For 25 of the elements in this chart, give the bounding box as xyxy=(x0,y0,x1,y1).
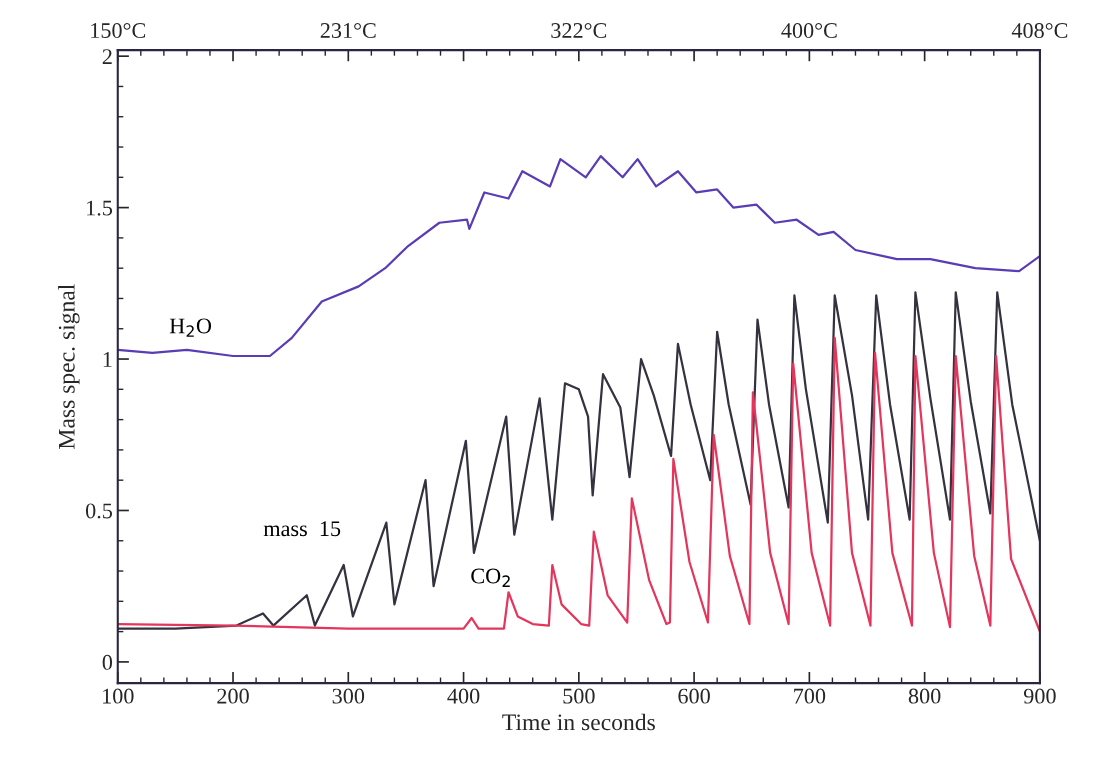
x-tick-label: 100 xyxy=(103,688,134,704)
y-tick-label: 1 xyxy=(103,352,112,367)
x-tick-label: 600 xyxy=(678,688,710,704)
y-axis-title: Mass spec. signal xyxy=(58,284,80,449)
text: 322°C xyxy=(551,23,607,39)
text: 231°C xyxy=(320,23,376,39)
x-tick-label: 300 xyxy=(332,688,365,704)
x-tick-label: 900 xyxy=(1023,688,1056,704)
text: 400°C xyxy=(781,23,837,39)
x-tick-label: 700 xyxy=(794,688,826,704)
y-tick-label: 1.5 xyxy=(87,200,113,216)
text: 150°C xyxy=(91,23,146,39)
y-tick-label: 2 xyxy=(102,49,112,64)
y-tick-label: 0 xyxy=(102,654,113,670)
series-label: H$_{2}$O xyxy=(169,318,212,337)
x-tick-label: 200 xyxy=(217,688,249,704)
text: 408°C xyxy=(1011,23,1068,39)
y-tick-label: 0.5 xyxy=(85,503,113,519)
x-tick-label: 500 xyxy=(563,688,595,704)
line-series xyxy=(117,155,1040,358)
x-tick-label: 800 xyxy=(908,688,941,704)
series-label: mass 15 xyxy=(263,521,341,537)
x-axis-title: Time in seconds xyxy=(502,713,655,731)
x-tick-label: 400 xyxy=(447,688,480,704)
series-label: CO$_{2}$ xyxy=(471,568,510,587)
